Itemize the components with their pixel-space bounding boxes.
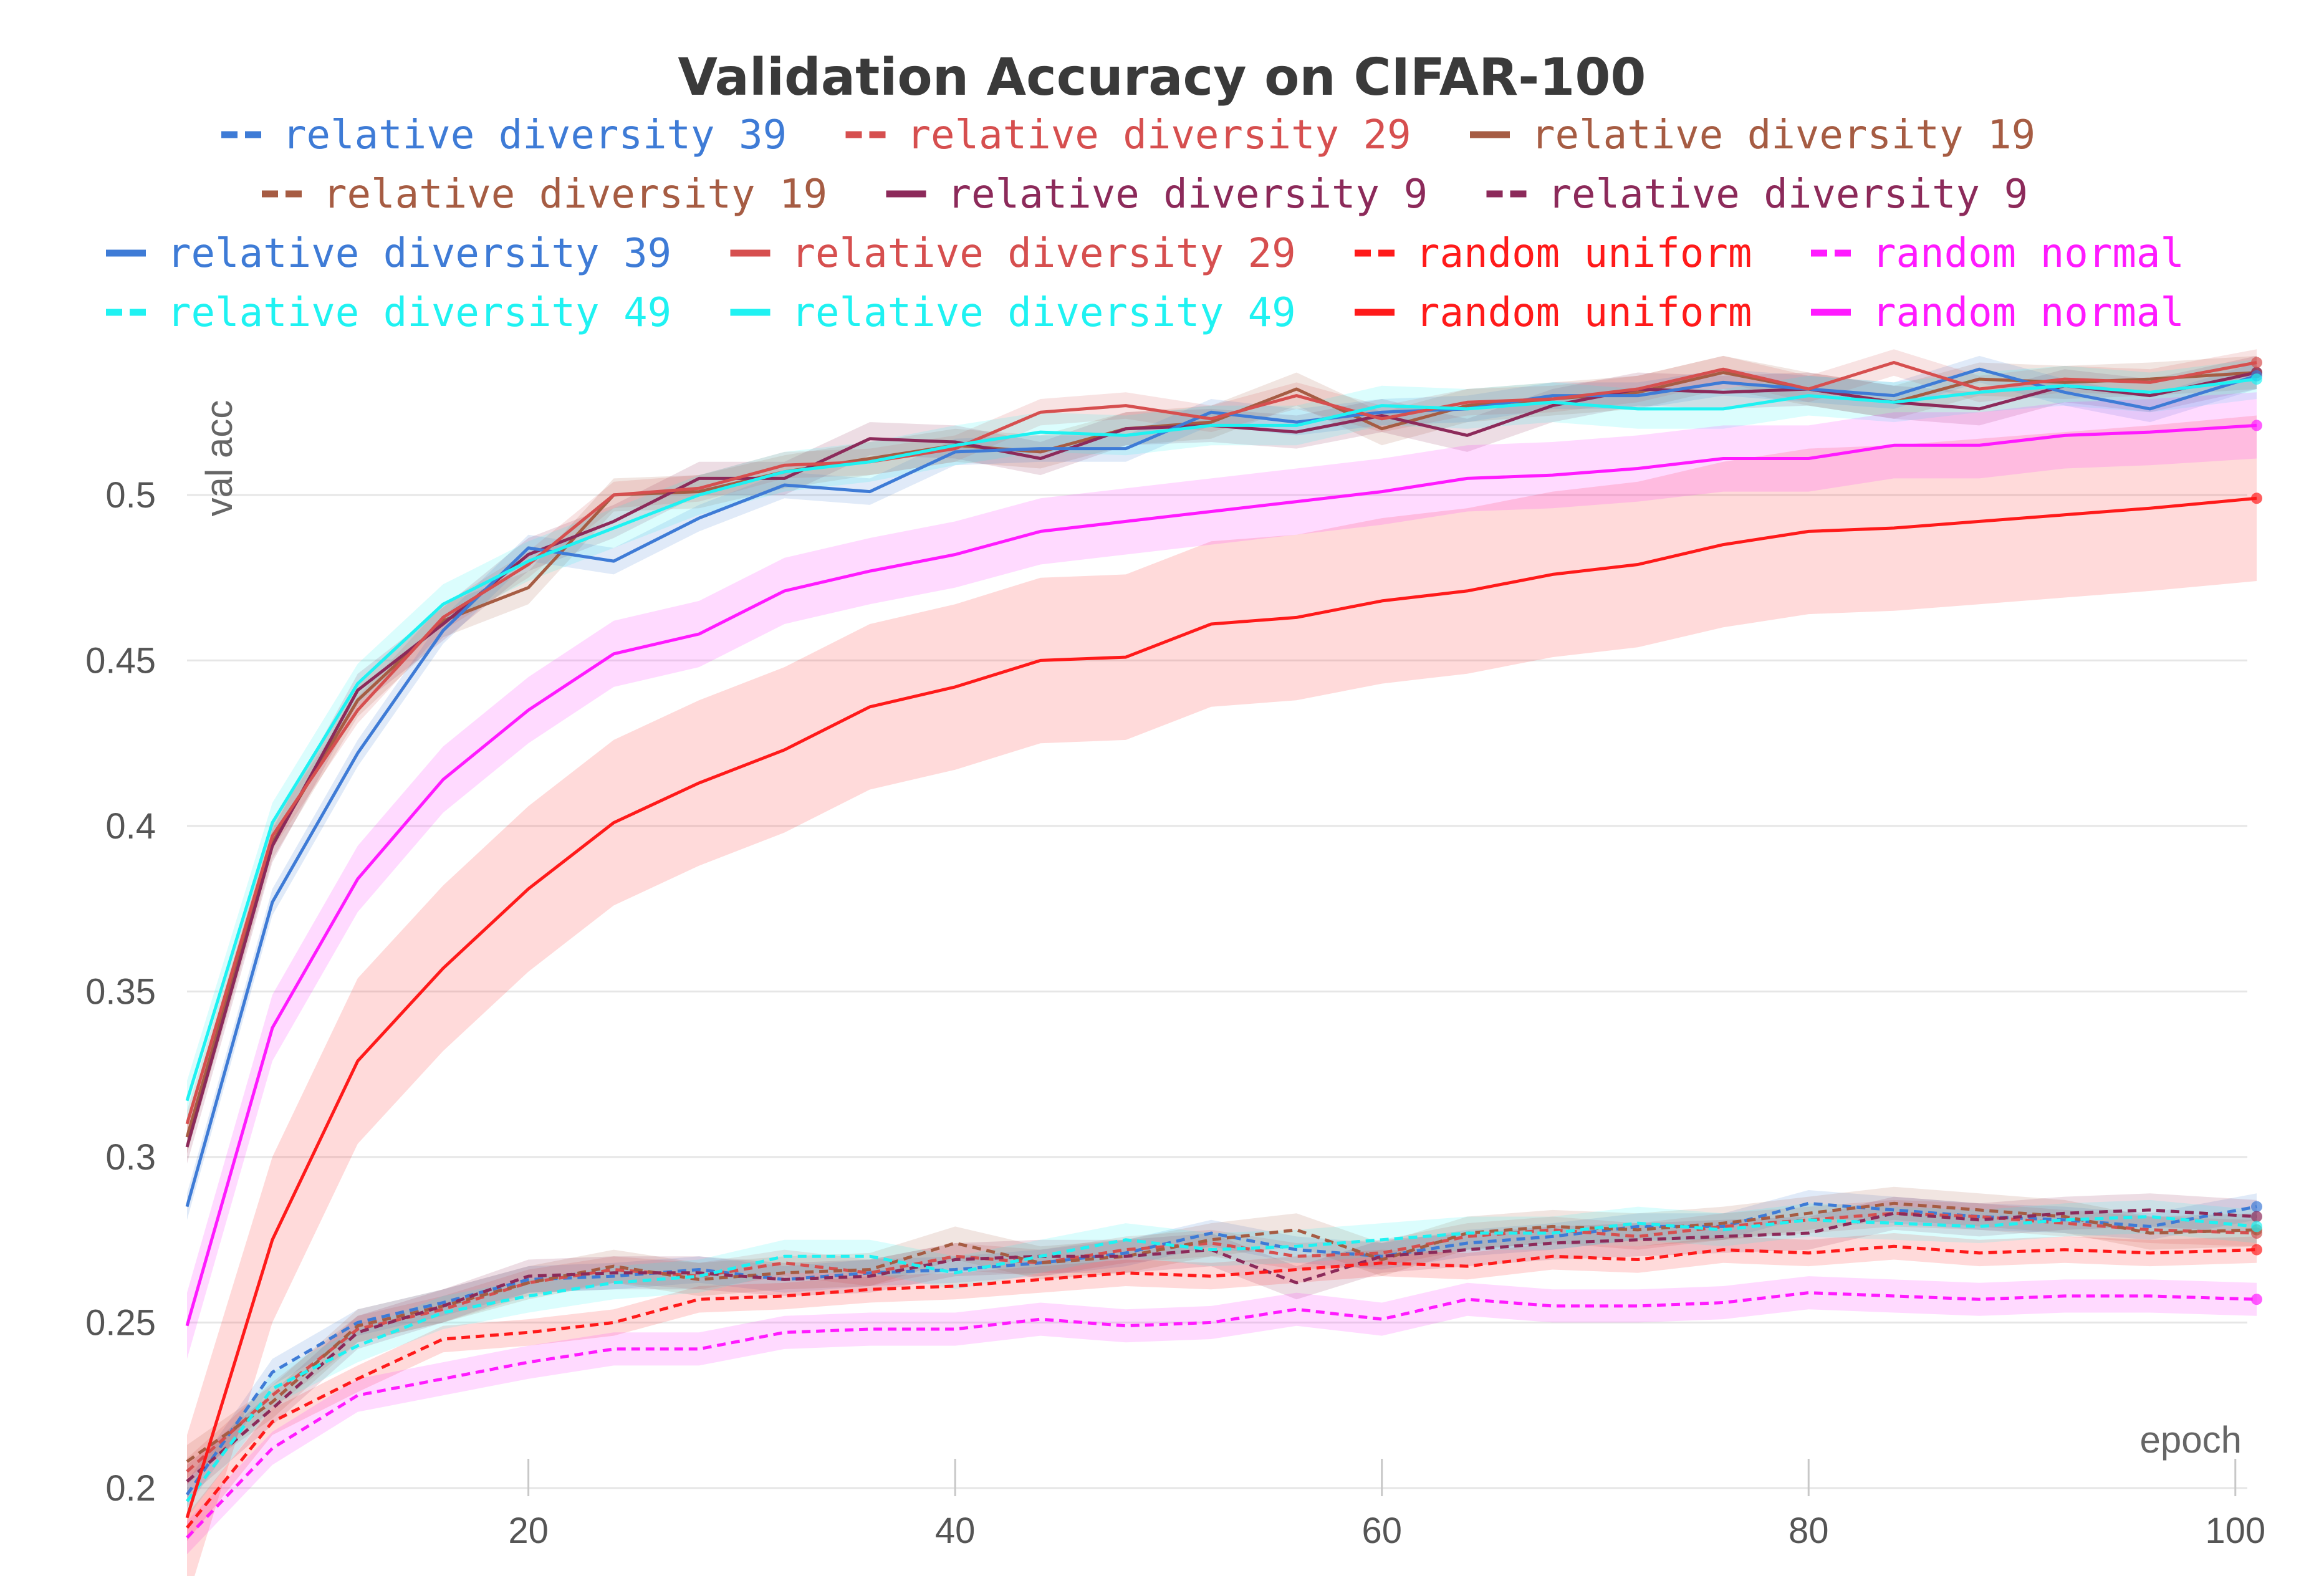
x-tick-label-3: 80 (1789, 1511, 1829, 1551)
legend-label-1-2: relative diversity 9 (1548, 171, 2029, 218)
y-axis-label: val acc (198, 400, 240, 517)
series-lines (185, 361, 2257, 1539)
series-endpoint-5 (2251, 1211, 2262, 1223)
legend-label-0-1: relative diversity 29 (907, 112, 1411, 158)
chart-title: Validation Accuracy on CIFAR-100 (678, 48, 1646, 107)
series-line-3 (186, 1201, 2257, 1463)
series-endpoint-9 (2251, 1294, 2262, 1305)
series-endpoint-10 (2251, 1221, 2262, 1232)
series-endpoint-12 (2251, 492, 2262, 504)
legend-label-2-2: random uniform (1416, 231, 1752, 277)
legend-label-1-1: relative diversity 9 (948, 171, 1428, 218)
y-tick-label-2: 0.3 (105, 1137, 156, 1178)
legend-label-2-1: relative diversity 29 (792, 231, 1296, 277)
legend-label-2-3: random normal (1872, 231, 2184, 277)
x-tick-label-2: 60 (1361, 1511, 1402, 1551)
y-tick-label-3: 0.35 (85, 971, 156, 1012)
legend-label-3-3: random normal (1872, 290, 2184, 336)
x-axis-label: epoch (2140, 1419, 2242, 1461)
series-band-0 (187, 1190, 2257, 1508)
x-tick-label-1: 40 (935, 1511, 976, 1551)
x-tick-label-4: 100 (2205, 1511, 2265, 1551)
series-endpoint-13 (2251, 420, 2262, 431)
y-axis-ticks: 0.2 0.25 0.3 0.35 0.4 0.45 0.5 (85, 475, 156, 1509)
series-endpoint-8 (2251, 1244, 2262, 1256)
series-band-1 (187, 1199, 2257, 1485)
series-line-11 (185, 377, 2257, 1102)
confidence-bands (187, 349, 2257, 1576)
series-band-9 (187, 1276, 2257, 1555)
series-line-12 (185, 496, 2257, 1519)
series-endpoint-0 (2251, 1201, 2262, 1213)
series-endpoints (2251, 357, 2262, 1305)
legend-label-0-0: relative diversity 39 (282, 112, 787, 158)
series-line-7 (185, 361, 2257, 1125)
legend-label-0-2: relative diversity 19 (1531, 112, 2035, 158)
legend-label-2-0: relative diversity 39 (167, 231, 671, 277)
y-tick-label-0: 0.2 (105, 1468, 156, 1509)
y-tick-label-1: 0.25 (85, 1302, 156, 1343)
y-tick-label-5: 0.45 (85, 640, 156, 681)
y-tick-label-6: 0.5 (105, 475, 156, 516)
x-axis-ticks: 20 40 60 80 100 (508, 1459, 2265, 1551)
series-line-0 (185, 1201, 2257, 1496)
legend-label-3-1: relative diversity 49 (792, 290, 1296, 336)
series-endpoint-7 (2251, 357, 2262, 368)
legend-label-1-0: relative diversity 19 (323, 171, 827, 218)
series-band-12 (187, 415, 2257, 1576)
series-line-13 (185, 423, 2257, 1327)
series-line-6 (185, 367, 2257, 1208)
series-line-9 (186, 1291, 2257, 1539)
x-tick-label-0: 20 (508, 1511, 549, 1551)
legend-label-3-2: random uniform (1416, 290, 1752, 336)
y-tick-label-4: 0.4 (105, 806, 156, 847)
series-line-10 (186, 1215, 2257, 1502)
series-band-5 (187, 1193, 2257, 1498)
legend: relative diversity 39 relative diversity … (106, 112, 2184, 336)
series-band-10 (187, 1199, 2257, 1518)
series-band-8 (187, 1233, 2257, 1541)
series-band-13 (187, 392, 2257, 1359)
legend-label-3-0: relative diversity 49 (167, 290, 671, 336)
series-endpoint-11 (2251, 373, 2262, 385)
series-line-8 (186, 1244, 2257, 1529)
